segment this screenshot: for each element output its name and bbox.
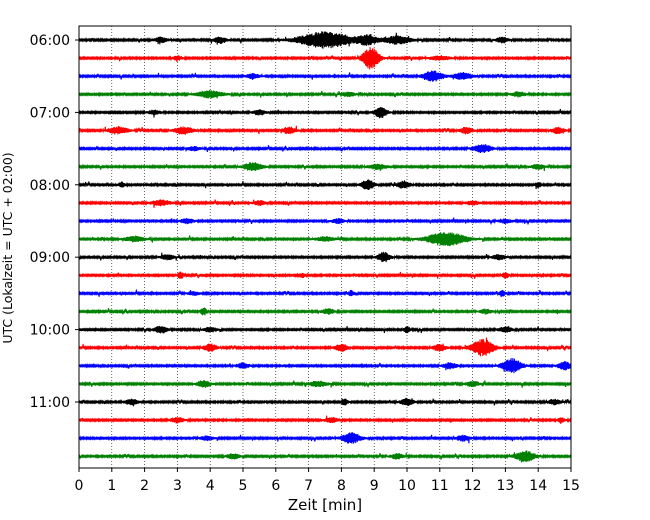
trace-row bbox=[78, 199, 572, 208]
x-tick-label: 14 bbox=[529, 478, 547, 494]
x-tick-label: 12 bbox=[464, 478, 482, 494]
x-tick-label: 8 bbox=[337, 478, 346, 494]
trace-row bbox=[78, 70, 572, 82]
x-tick-label: 2 bbox=[140, 478, 149, 494]
plot-frame bbox=[78, 25, 572, 469]
trace-row bbox=[78, 325, 572, 334]
trace-row bbox=[78, 358, 572, 374]
y-tick-label: 11:00 bbox=[30, 395, 70, 411]
trace-row bbox=[78, 450, 572, 463]
trace-rows bbox=[78, 31, 572, 463]
y-tick-label: 08:00 bbox=[30, 178, 70, 194]
x-tick-label: 11 bbox=[431, 478, 449, 494]
x-tick-label: 13 bbox=[496, 478, 514, 494]
trace-row bbox=[78, 251, 572, 263]
trace-row bbox=[78, 232, 572, 247]
x-tick-label: 1 bbox=[107, 478, 116, 494]
trace-row bbox=[78, 106, 572, 119]
trace-row bbox=[78, 217, 572, 225]
y-tick-label: 07:00 bbox=[30, 105, 70, 121]
x-tick-label: 5 bbox=[239, 478, 248, 494]
y-tick-label: 09:00 bbox=[30, 250, 70, 266]
x-tick-label: 4 bbox=[206, 478, 215, 494]
y-axis-ticks: 06:00 07:00 08:00 09:00 10:00 11:00 bbox=[30, 33, 79, 411]
x-axis-label: Zeit [min] bbox=[288, 496, 362, 514]
x-tick-label: 0 bbox=[75, 478, 84, 494]
trace-row bbox=[78, 307, 572, 316]
y-tick-label: 06:00 bbox=[30, 33, 70, 49]
trace-row bbox=[78, 415, 572, 424]
trace-row bbox=[78, 179, 572, 191]
trace-row bbox=[78, 289, 572, 297]
trace-row bbox=[78, 431, 572, 444]
x-tick-label: 7 bbox=[304, 478, 313, 494]
trace-row bbox=[78, 271, 572, 279]
trace-row bbox=[78, 89, 572, 99]
x-tick-label: 15 bbox=[562, 478, 580, 494]
x-tick-label: 10 bbox=[398, 478, 416, 494]
trace-row bbox=[78, 397, 572, 407]
x-tick-label: 6 bbox=[271, 478, 280, 494]
x-tick-label: 3 bbox=[173, 478, 182, 494]
trace-row bbox=[78, 144, 572, 154]
x-tick-label: 9 bbox=[370, 478, 379, 494]
trace-row bbox=[78, 337, 572, 357]
y-tick-label: 10:00 bbox=[30, 323, 70, 339]
trace-row bbox=[78, 31, 572, 49]
y-axis-label: UTC (Lokalzeit = UTC + 02:00) bbox=[0, 152, 15, 343]
x-axis-ticks: 0 1 2 3 4 5 6 7 8 9 10 11 12 13 14 15 bbox=[75, 468, 580, 494]
trace-row bbox=[78, 47, 572, 70]
trace-row bbox=[78, 162, 572, 172]
trace-row bbox=[78, 125, 572, 135]
trace-row bbox=[78, 380, 572, 388]
